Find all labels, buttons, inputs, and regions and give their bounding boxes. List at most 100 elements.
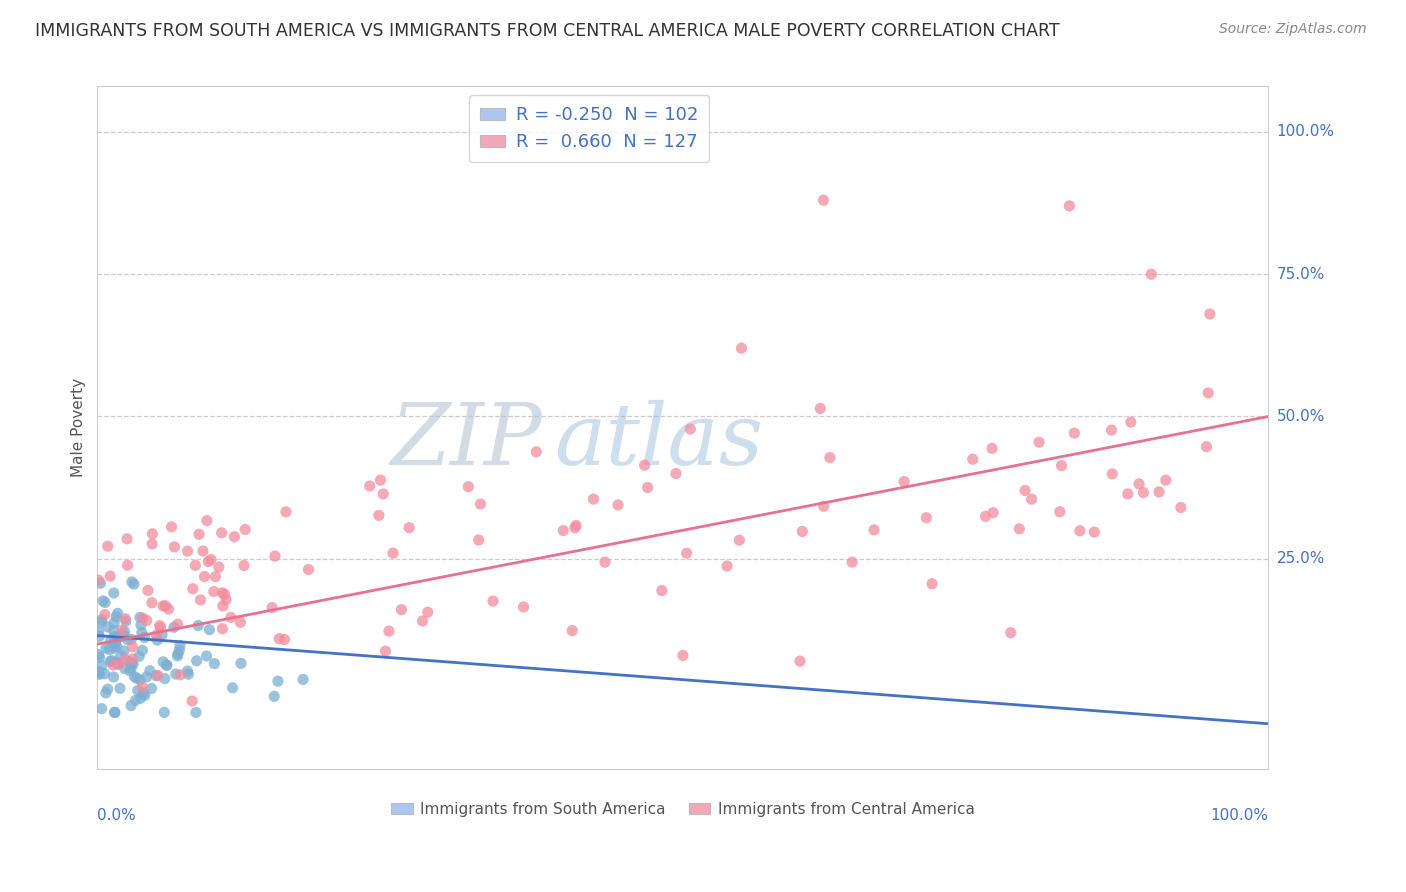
Point [111, 623, 134, 637]
Point [118, 664, 141, 678]
Point [105, 609, 128, 624]
Point [197, 555, 219, 569]
Point [132, 611, 155, 625]
Point [675, 546, 697, 560]
Point [1049, 505, 1071, 519]
Point [381, 546, 404, 560]
Point [233, 558, 256, 573]
Point [135, 613, 157, 627]
Point [219, 610, 242, 624]
Point [101, 658, 124, 673]
Point [122, 577, 145, 591]
Point [122, 657, 145, 671]
Point [818, 450, 841, 465]
Point [211, 586, 233, 600]
Point [229, 615, 252, 630]
Point [104, 636, 127, 650]
Point [100, 633, 122, 648]
Point [813, 193, 835, 207]
Point [202, 657, 225, 671]
Point [200, 552, 222, 566]
Point [146, 668, 169, 682]
Point [1140, 267, 1163, 281]
Point [1014, 483, 1036, 498]
Text: ZIP: ZIP [391, 401, 543, 483]
Point [1008, 522, 1031, 536]
Point [165, 667, 187, 681]
Point [146, 633, 169, 648]
Point [273, 632, 295, 647]
Point [134, 689, 156, 703]
Point [184, 706, 207, 720]
Point [190, 593, 212, 607]
Point [98, 655, 121, 669]
Point [121, 656, 143, 670]
Point [233, 523, 256, 537]
Point [129, 618, 152, 632]
Point [105, 657, 128, 671]
Point [104, 636, 127, 650]
Point [134, 631, 156, 645]
Point [114, 612, 136, 626]
Text: 50.0%: 50.0% [1277, 409, 1324, 424]
Point [93, 666, 115, 681]
Text: 75.0%: 75.0% [1277, 267, 1324, 282]
Point [1000, 625, 1022, 640]
Point [398, 521, 420, 535]
Point [108, 657, 131, 671]
Point [141, 681, 163, 696]
Point [114, 662, 136, 676]
Point [1170, 500, 1192, 515]
Point [374, 644, 396, 658]
Point [131, 680, 153, 694]
Point [91, 594, 114, 608]
Text: 25.0%: 25.0% [1277, 551, 1324, 566]
Point [145, 628, 167, 642]
Point [128, 649, 150, 664]
Point [198, 623, 221, 637]
Point [160, 520, 183, 534]
Point [103, 586, 125, 600]
Point [264, 549, 287, 563]
Point [141, 526, 163, 541]
Point [107, 631, 129, 645]
Point [195, 648, 218, 663]
Point [974, 509, 997, 524]
Point [149, 621, 172, 635]
Point [1116, 487, 1139, 501]
Point [229, 657, 252, 671]
Point [97, 682, 120, 697]
Point [121, 574, 143, 589]
Point [124, 669, 146, 683]
Point [412, 614, 434, 628]
Point [789, 654, 811, 668]
Point [176, 544, 198, 558]
Point [127, 683, 149, 698]
Point [135, 670, 157, 684]
Point [193, 569, 215, 583]
Text: 100.0%: 100.0% [1211, 808, 1268, 823]
Point [214, 587, 236, 601]
Point [91, 658, 114, 673]
Text: atlas: atlas [554, 401, 763, 483]
Point [863, 523, 886, 537]
Point [114, 624, 136, 639]
Point [981, 442, 1004, 456]
Point [1128, 476, 1150, 491]
Point [730, 341, 752, 355]
Point [156, 658, 179, 673]
Point [163, 540, 186, 554]
Point [94, 641, 117, 656]
Point [129, 673, 152, 687]
Point [141, 537, 163, 551]
Point [105, 640, 128, 654]
Point [1069, 524, 1091, 538]
Point [112, 628, 135, 642]
Point [117, 632, 139, 647]
Point [470, 497, 492, 511]
Point [90, 701, 112, 715]
Point [181, 694, 204, 708]
Point [915, 510, 938, 524]
Point [1083, 525, 1105, 540]
Point [297, 562, 319, 576]
